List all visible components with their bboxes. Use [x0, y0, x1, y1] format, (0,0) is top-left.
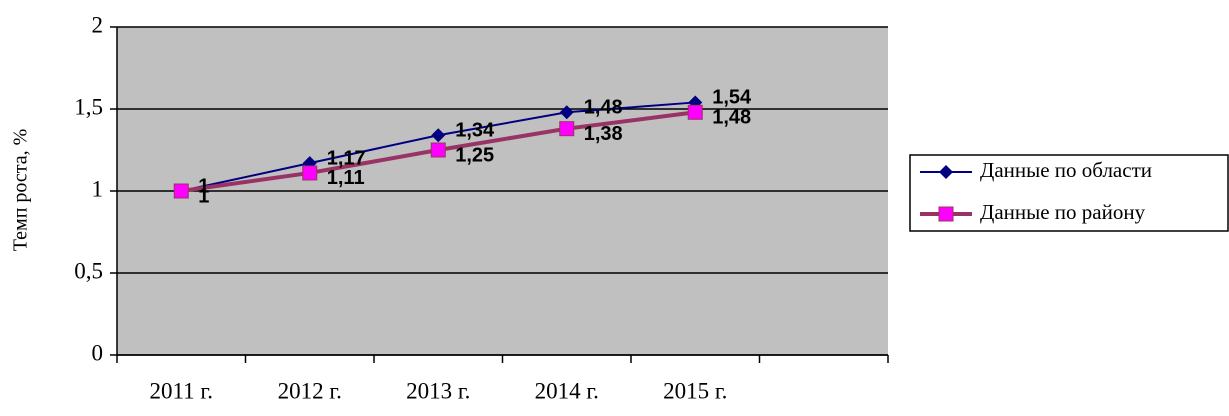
- data-label: 1,25: [455, 144, 494, 166]
- data-label: 1,48: [712, 107, 751, 129]
- data-label: 1: [198, 185, 209, 207]
- data-point: [302, 165, 318, 181]
- legend-box: [909, 154, 1229, 232]
- y-tick-label: 0: [92, 340, 104, 365]
- x-tick-label: 2014 г.: [535, 378, 599, 403]
- data-point: [430, 142, 446, 158]
- data-label: 1,54: [712, 87, 752, 109]
- data-label: 1,38: [584, 123, 623, 145]
- data-label: 1,11: [327, 167, 365, 189]
- x-tick-label: 2012 г.: [278, 378, 342, 403]
- data-point: [687, 104, 703, 120]
- legend-marker: [938, 206, 954, 222]
- legend-marker: [939, 165, 953, 179]
- data-point: [559, 121, 575, 137]
- data-label: 1,17: [327, 147, 366, 169]
- legend-label: Данные по области: [980, 158, 1152, 182]
- data-label: 1,34: [455, 120, 495, 142]
- data-point: [559, 105, 574, 120]
- y-tick-label: 0,5: [74, 258, 103, 283]
- x-tick-label: 2015 г.: [663, 378, 727, 403]
- y-tick-label: 2: [92, 12, 104, 37]
- legend-label: Данные по району: [980, 200, 1146, 224]
- data-point: [173, 183, 189, 199]
- x-tick-label: 2013 г.: [406, 378, 470, 403]
- data-label: 1,48: [584, 97, 623, 119]
- y-tick-label: 1: [92, 176, 104, 201]
- x-tick-label: 2011 г.: [150, 378, 214, 403]
- data-point: [431, 128, 446, 143]
- y-tick-label: 1,5: [74, 94, 103, 119]
- y-axis-label: Темп роста, %: [10, 129, 32, 252]
- data-label: 1: [198, 175, 209, 197]
